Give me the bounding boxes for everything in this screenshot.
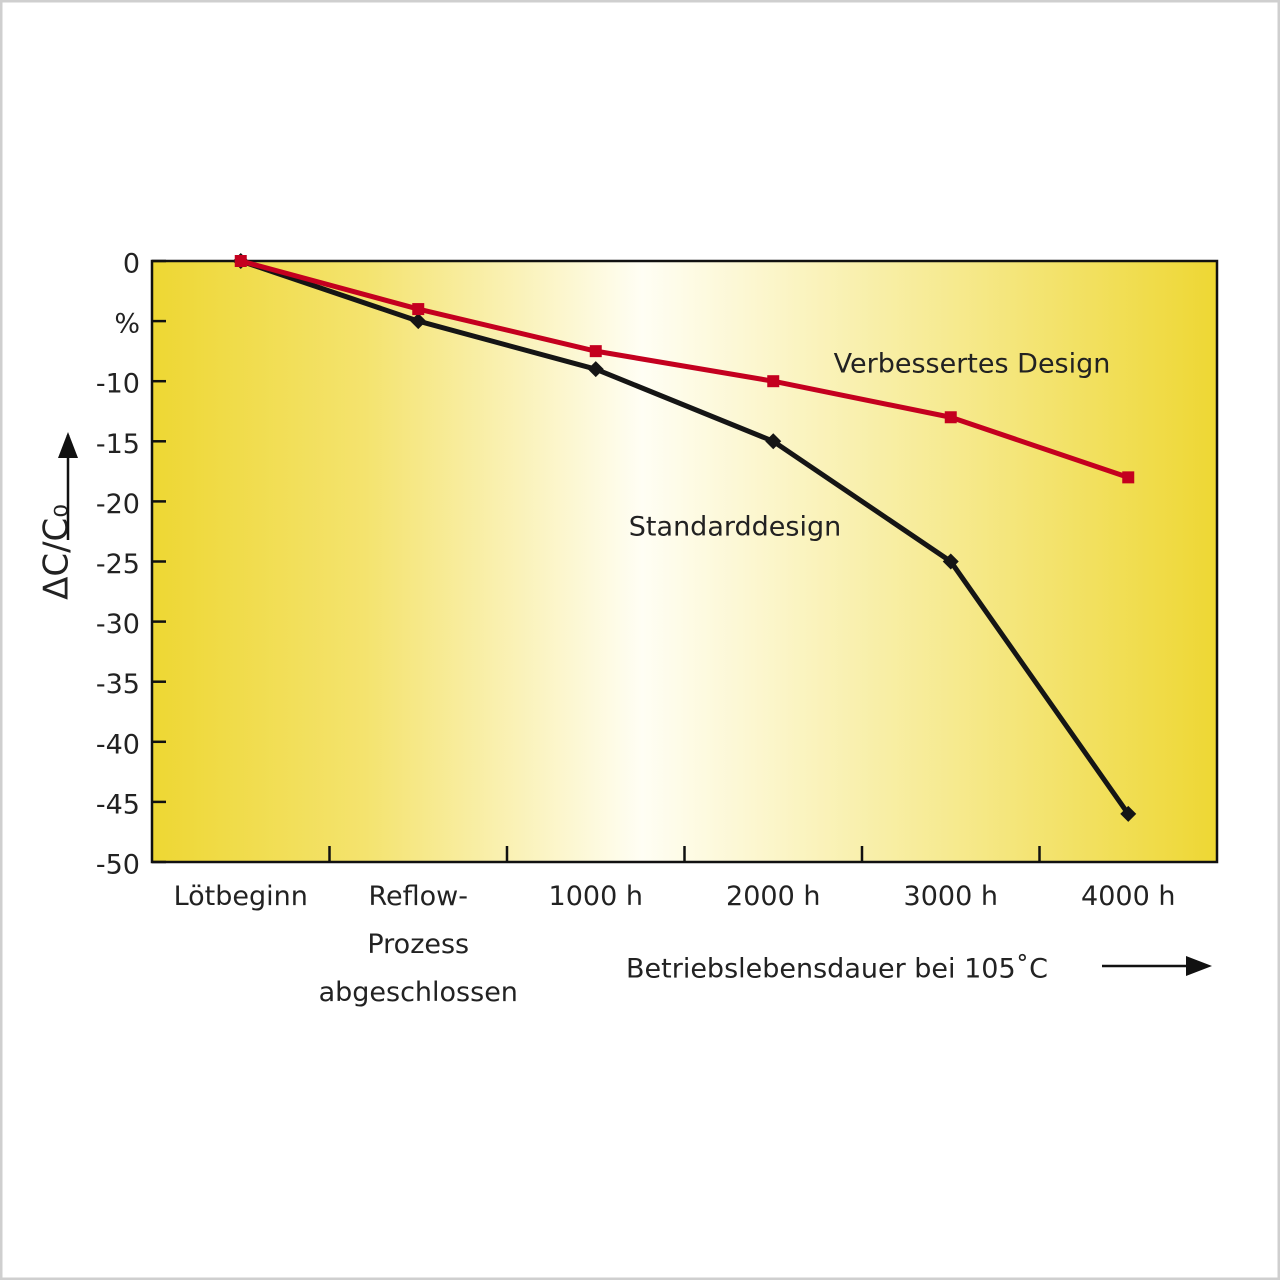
point (765, 433, 782, 450)
point (587, 361, 604, 378)
plot-area (150, 259, 1219, 864)
x-tick-label: 3000 h (903, 881, 998, 912)
point (589, 345, 602, 358)
y-tick-label: % (114, 309, 140, 340)
x-tick-label: Reflow- Prozess abgeschlossen (318, 881, 518, 1008)
x-arrow-head (1186, 956, 1212, 976)
series-line (240, 258, 1130, 480)
y-tick-label: -30 (96, 609, 140, 640)
x-tick-label: 4000 h (1081, 881, 1176, 912)
point (944, 411, 957, 424)
y-tick-label: -15 (96, 429, 140, 460)
point (412, 303, 425, 316)
x-tick-label: 1000 h (548, 881, 643, 912)
point (767, 375, 780, 388)
y-tick-label: -20 (96, 489, 140, 520)
y-tick-label: -35 (96, 669, 140, 700)
y-tick-label: -25 (96, 549, 140, 580)
y-tick-label: -10 (96, 369, 140, 400)
y-axis-label: ΔC/C₀ (37, 504, 77, 600)
point (1122, 471, 1135, 484)
point (410, 313, 427, 330)
y-arrow-head (58, 432, 78, 458)
y-tick-label: -50 (96, 850, 140, 881)
point (234, 255, 247, 267)
series-line (239, 258, 1131, 816)
series-label: Standarddesign (629, 512, 841, 543)
y-tick-label: 0 (123, 249, 140, 280)
point (1120, 805, 1137, 822)
y-tick-label: -45 (96, 789, 140, 820)
series-label: Verbessertes Design (834, 349, 1111, 380)
point (942, 553, 959, 570)
x-tick-label: Lötbeginn (173, 881, 308, 912)
y-tick-label: -40 (96, 729, 140, 760)
x-tick-label: 2000 h (726, 881, 821, 912)
x-axis-label: Betriebslebensdauer bei 105˚C (626, 954, 1048, 985)
